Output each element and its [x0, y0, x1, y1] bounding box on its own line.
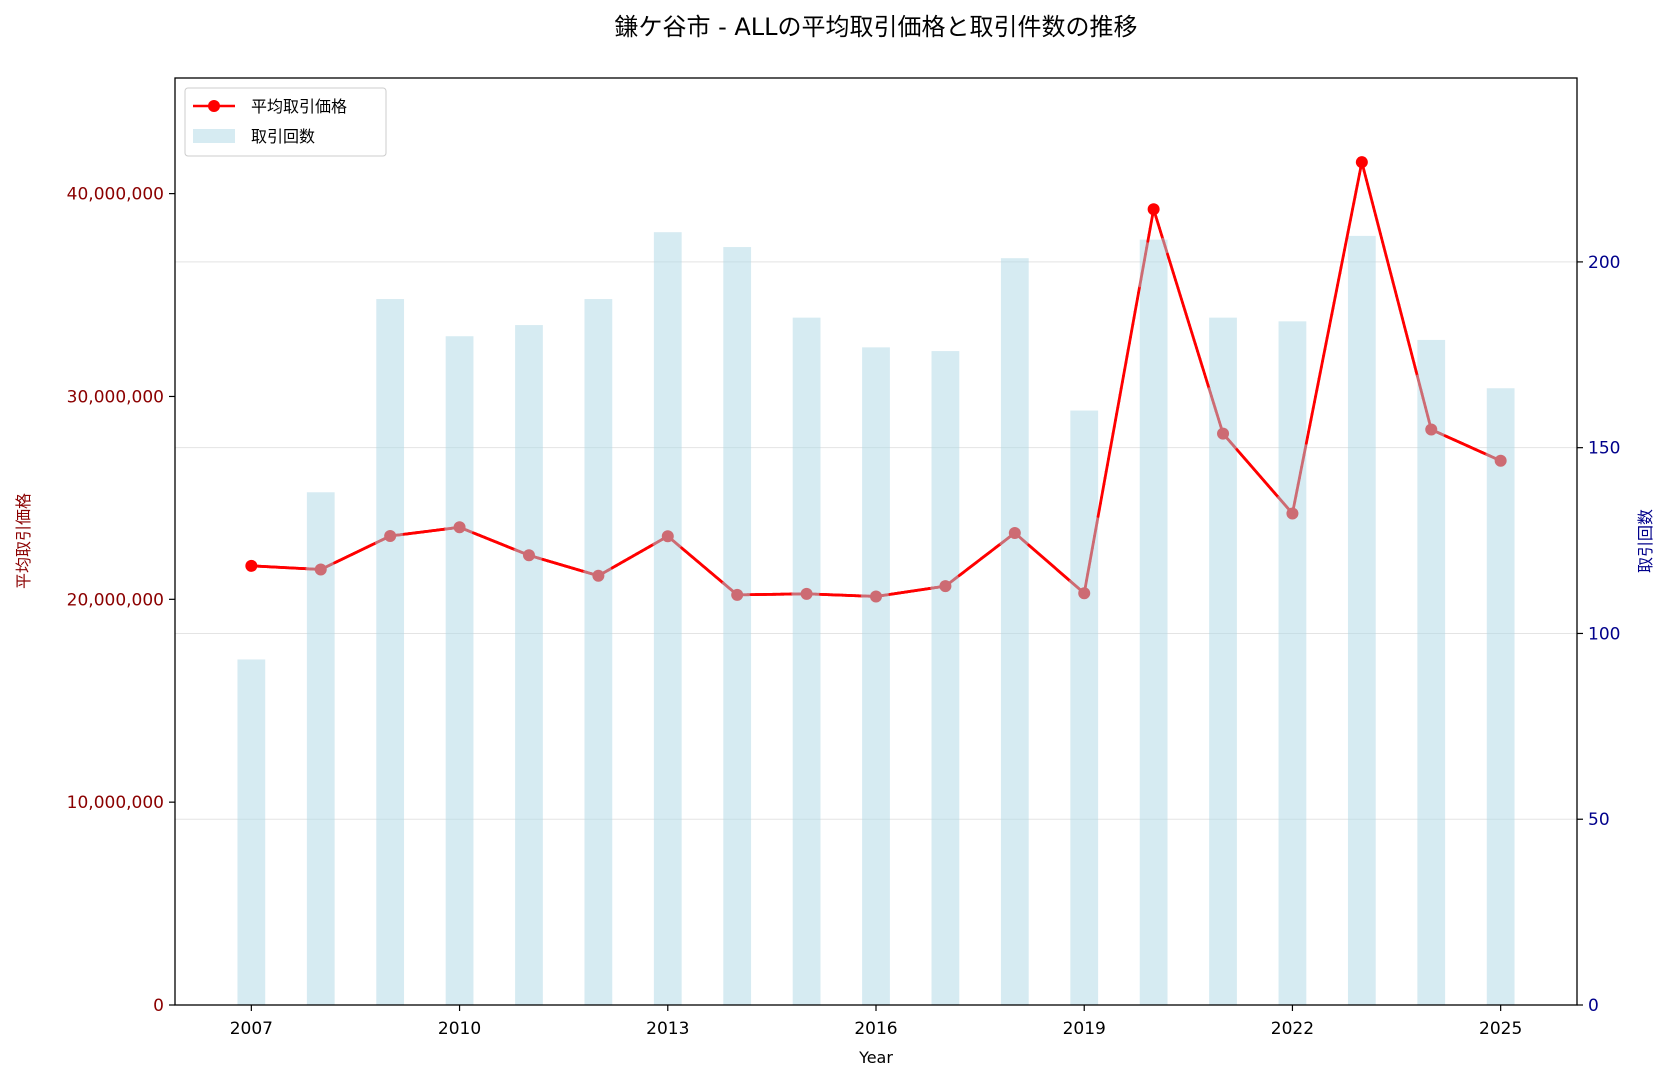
bar: [515, 325, 543, 1005]
left-tick-label: 40,000,000: [67, 185, 164, 205]
bar: [1347, 235, 1376, 1005]
right-axis-label: 取引回数: [1636, 509, 1655, 573]
line-point: [939, 580, 952, 593]
legend-label-count: 取引回数: [251, 127, 315, 146]
line-point: [1425, 423, 1438, 436]
bar: [584, 299, 613, 1006]
line-point: [1355, 156, 1368, 169]
line-point: [731, 588, 744, 601]
bar: [931, 351, 960, 1005]
x-tick-label: 2025: [1479, 1019, 1522, 1039]
bar: [1070, 410, 1099, 1005]
right-tick-label: 150: [1588, 439, 1620, 459]
bar: [862, 347, 890, 1005]
line-point: [870, 590, 882, 603]
line-point: [1147, 203, 1160, 216]
bar: [1486, 388, 1515, 1005]
line-point: [522, 549, 535, 562]
right-tick-label: 200: [1588, 253, 1620, 273]
line-point: [1286, 507, 1299, 520]
left-tick-label: 20,000,000: [67, 590, 164, 610]
legend-box: [184, 87, 387, 157]
x-axis-label: Year: [858, 1048, 893, 1067]
x-tick-label: 2016: [854, 1019, 897, 1039]
line-point: [384, 530, 397, 543]
x-axis: 2007 2010 2013 2016 2019 2022 2025: [230, 1005, 1522, 1039]
line-point: [1217, 427, 1230, 440]
bar: [653, 232, 682, 1006]
bar: [445, 336, 474, 1006]
line-point: [1008, 526, 1021, 539]
left-tick-label: 10,000,000: [67, 793, 164, 813]
bar: [1000, 258, 1029, 1006]
left-tick-label: 30,000,000: [67, 387, 164, 407]
left-tick-label: 0: [153, 996, 164, 1016]
left-axis: 0 10,000,000 20,000,000 30,000,000 40,000,00…: [67, 185, 175, 1016]
x-tick-label: 2010: [438, 1019, 481, 1039]
line-point: [314, 563, 327, 576]
legend-bar-swatch: [193, 129, 235, 143]
line-point: [661, 530, 674, 543]
bar: [792, 317, 821, 1006]
x-tick-label: 2013: [646, 1019, 689, 1039]
right-axis: 0 50 100 150 200: [1577, 253, 1620, 1016]
bar: [1209, 317, 1237, 1006]
line-point: [245, 559, 258, 572]
line-series: [245, 156, 1507, 603]
x-tick-label: 2022: [1271, 1019, 1314, 1039]
chart-title: 鎌ケ谷市 - ALLの平均取引価格と取引件数の推移: [614, 13, 1137, 41]
right-tick-label: 0: [1588, 996, 1599, 1016]
bar: [723, 247, 752, 1005]
line-point: [1078, 587, 1091, 600]
line-point: [800, 587, 813, 600]
right-tick-label: 100: [1588, 624, 1620, 644]
left-axis-label: 平均取引価格: [14, 493, 33, 589]
right-tick-label: 50: [1588, 810, 1610, 830]
bar: [306, 492, 335, 1006]
line-point: [453, 521, 466, 534]
x-tick-label: 2007: [230, 1019, 273, 1039]
legend-line-marker: [208, 100, 220, 112]
bar: [1139, 239, 1168, 1006]
legend-label-price: 平均取引価格: [251, 97, 347, 116]
legend: 平均取引価格 取引回数: [184, 87, 387, 157]
line-point: [592, 569, 605, 582]
bar: [376, 299, 405, 1006]
bar: [1417, 339, 1446, 1005]
x-tick-label: 2019: [1063, 1019, 1106, 1039]
bar: [1278, 321, 1307, 1005]
line-point: [1494, 454, 1507, 467]
bar: [237, 659, 266, 1005]
bar-series: [237, 232, 1515, 1006]
